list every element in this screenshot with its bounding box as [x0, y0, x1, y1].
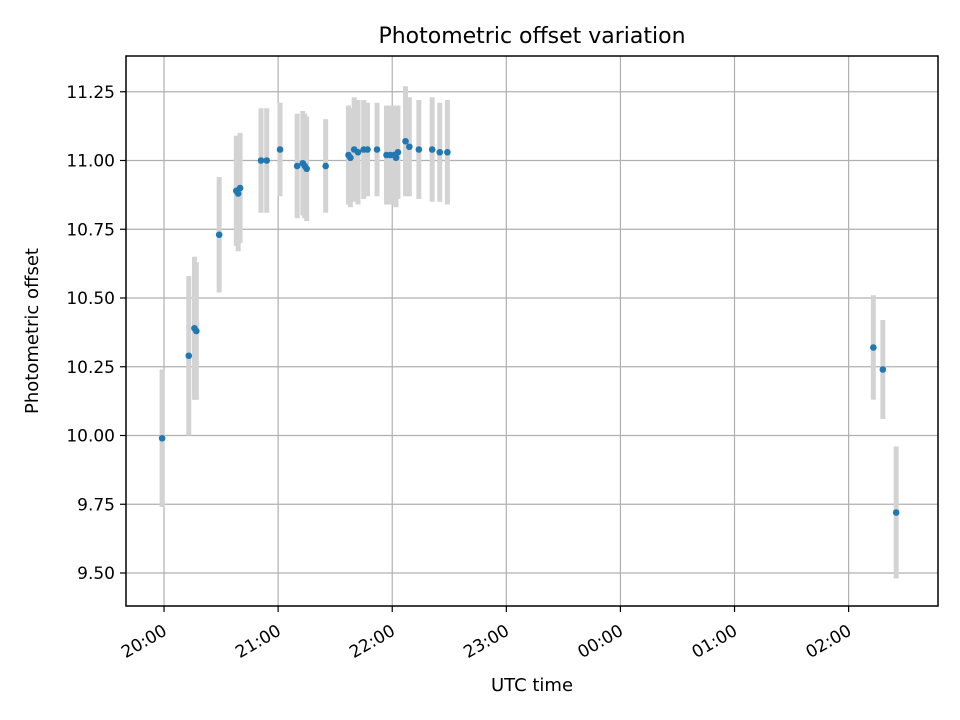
- data-point: [193, 327, 200, 335]
- data-point: [892, 509, 900, 516]
- data-point: [276, 146, 284, 153]
- data-point: [402, 137, 409, 145]
- y-tick-label: 10.00: [66, 427, 115, 447]
- data-point: [185, 352, 193, 360]
- x-tick-label: 23:00: [460, 621, 512, 663]
- x-axis-label: UTC time: [491, 675, 573, 696]
- data-point: [870, 344, 877, 351]
- data-point: [263, 157, 271, 164]
- y-tick-label: 10.75: [66, 220, 115, 240]
- data-point: [354, 148, 362, 156]
- data-point: [428, 146, 436, 153]
- data-point: [406, 143, 413, 151]
- data-point: [293, 162, 301, 170]
- chart-title: Photometric offset variation: [378, 24, 685, 49]
- data-point: [879, 366, 887, 373]
- data-point: [392, 154, 400, 162]
- x-tick-label: 01:00: [689, 621, 741, 663]
- grid: [126, 56, 938, 606]
- y-tick-label: 9.50: [77, 564, 115, 584]
- data-point: [215, 231, 223, 239]
- x-tick-label: 20:00: [118, 621, 170, 663]
- data-point: [394, 148, 402, 156]
- y-axis-ticks: 9.50 9.75 10.00 10.25 10.50 10.75 11.00 11.25: [66, 83, 126, 584]
- data-point: [234, 190, 242, 197]
- data-point: [436, 148, 444, 156]
- data-point: [158, 434, 166, 442]
- data-point: [322, 162, 329, 170]
- plot-frame: [125, 55, 939, 607]
- data-point: [364, 146, 371, 153]
- data-point: [415, 146, 423, 153]
- data-point: [373, 146, 381, 153]
- y-tick-label: 10.25: [66, 358, 115, 378]
- y-tick-label: 9.75: [77, 495, 115, 515]
- data-point: [347, 154, 354, 162]
- x-axis-ticks: 20:00 21:00 22:00 23:00 00:00 01:00 02:00: [118, 606, 855, 663]
- y-axis-label: Photometric offset: [22, 248, 43, 414]
- y-tick-label: 10.50: [66, 289, 115, 309]
- data-point: [257, 157, 265, 164]
- x-tick-label: 21:00: [232, 621, 284, 663]
- data-point: [236, 184, 244, 192]
- x-tick-label: 02:00: [803, 621, 855, 663]
- y-tick-label: 11.00: [66, 152, 115, 172]
- x-tick-label: 22:00: [346, 621, 398, 663]
- y-tick-label: 11.25: [66, 83, 115, 103]
- data-point: [444, 148, 451, 156]
- x-tick-label: 00:00: [574, 621, 626, 663]
- data-points: [158, 137, 900, 516]
- data-point: [303, 165, 310, 173]
